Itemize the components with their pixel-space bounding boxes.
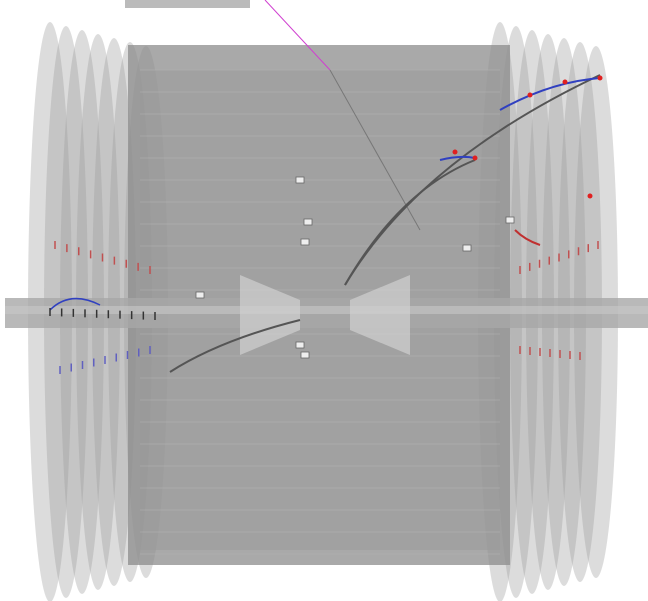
body: (() => { const data = JSON.parse(documen… xyxy=(0,0,648,601)
hit-point xyxy=(563,80,568,85)
module xyxy=(506,217,514,223)
module xyxy=(463,245,471,251)
module xyxy=(296,342,304,348)
hit-point xyxy=(588,194,593,199)
module xyxy=(296,177,304,183)
module xyxy=(301,352,309,358)
hit-point xyxy=(473,156,478,161)
module xyxy=(301,239,309,245)
event-display xyxy=(0,0,648,601)
top-element xyxy=(125,0,250,8)
hit-point xyxy=(528,93,533,98)
hit-point xyxy=(453,150,458,155)
module xyxy=(196,292,204,298)
page: {} html, body { margin: 0; padding: 0; b… xyxy=(0,0,648,601)
hit-point xyxy=(598,76,603,81)
beam-pipe-highlight xyxy=(5,306,648,314)
module xyxy=(304,219,312,225)
